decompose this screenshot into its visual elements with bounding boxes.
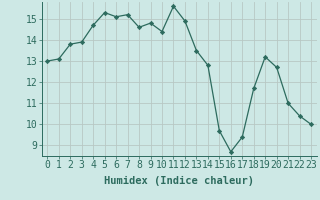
- X-axis label: Humidex (Indice chaleur): Humidex (Indice chaleur): [104, 176, 254, 186]
